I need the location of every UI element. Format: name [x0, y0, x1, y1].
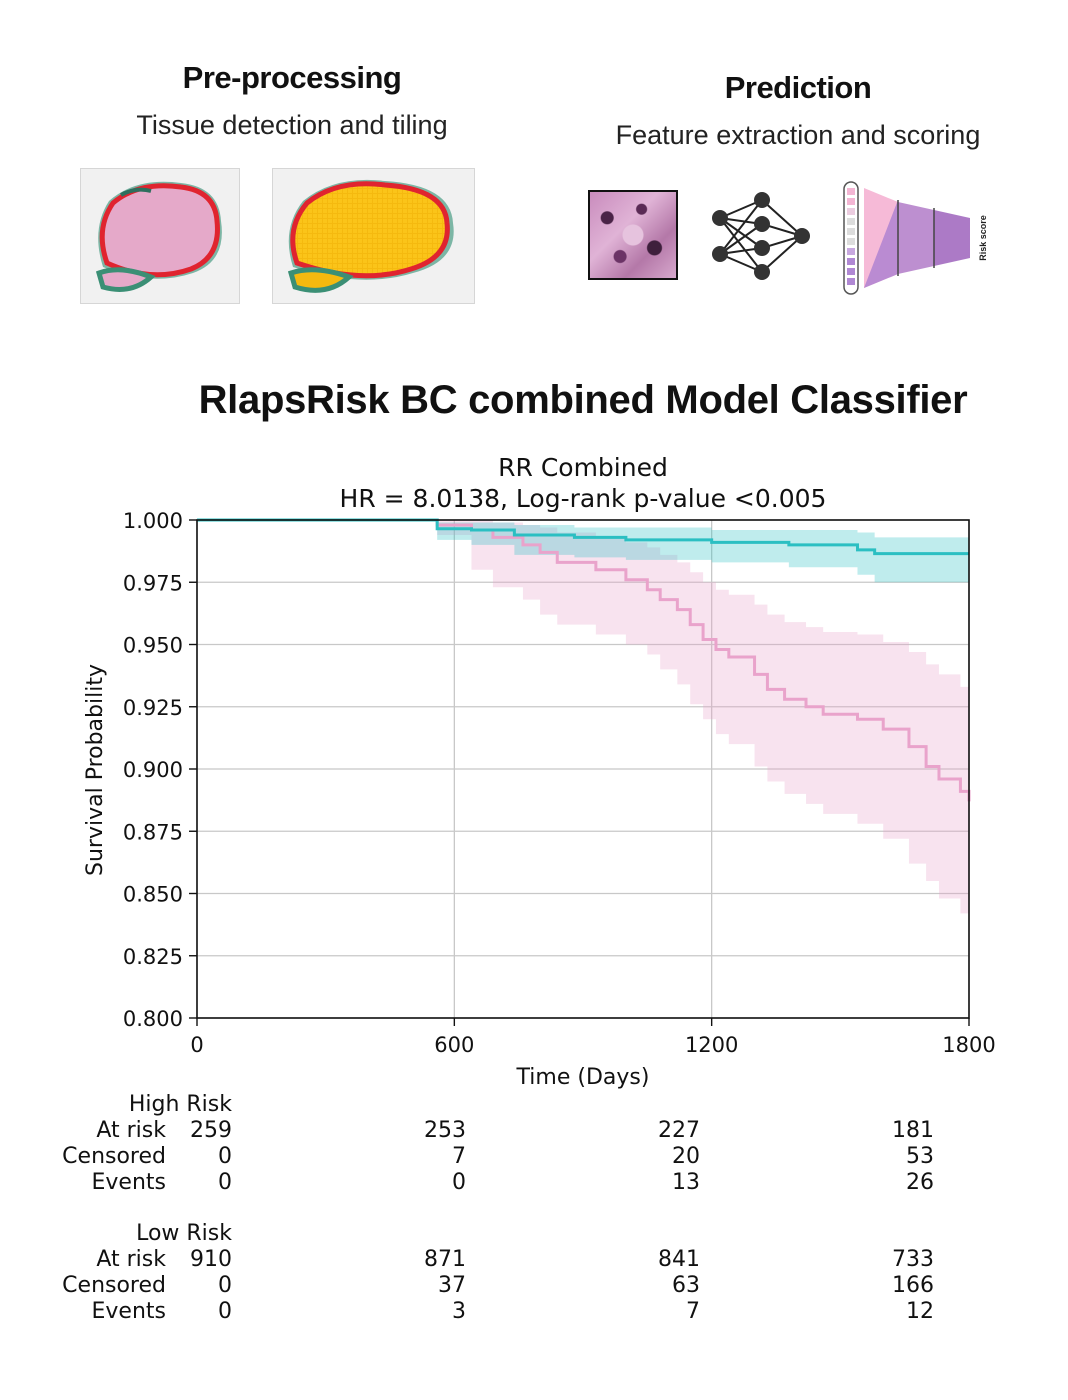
risk-cell: 53: [906, 1144, 934, 1169]
risk-cell: 7: [686, 1299, 700, 1324]
risk-cell: 841: [658, 1247, 700, 1272]
x-axis-label: Time (Days): [516, 1065, 650, 1090]
risk-row-label: Events: [91, 1299, 167, 1324]
risk-cell: 227: [658, 1118, 700, 1143]
high-risk-ci-band: [197, 520, 969, 924]
km-chart: RR Combined HR = 8.0138, Log-rank p-valu…: [83, 453, 996, 1090]
risk-cell: 63: [672, 1273, 700, 1298]
high-risk-survival-line: [197, 518, 971, 802]
risk-row-label: At risk: [96, 1118, 166, 1143]
x-tick-label: 1200: [685, 1033, 738, 1057]
risk-row-label: Censored: [62, 1273, 166, 1298]
risk-cell: 181: [892, 1118, 934, 1143]
risk-cell: 253: [424, 1118, 466, 1143]
risk-cell: 0: [218, 1144, 232, 1169]
risk-cell: 733: [892, 1247, 934, 1272]
y-axis-label: Survival Probability: [83, 664, 108, 876]
y-tick-label: 1.000: [123, 509, 183, 533]
preprocessing-title: Pre-processing: [182, 60, 402, 95]
histology-tile-image: [588, 190, 678, 280]
risk-cell: 871: [424, 1247, 466, 1272]
y-tick-label: 0.975: [123, 571, 183, 595]
risk-cell: 20: [672, 1144, 700, 1169]
risk-cell: 7: [452, 1144, 466, 1169]
tissue-tiling-image: [272, 168, 475, 304]
risk-row-label: At risk: [96, 1247, 166, 1272]
confidence-bands: [197, 520, 969, 924]
risk-cell: 26: [906, 1170, 934, 1195]
main-title: RlapsRisk BC combined Model Classifier: [198, 378, 968, 422]
y-tick-label: 0.825: [123, 945, 183, 969]
y-tick-label: 0.800: [123, 1007, 183, 1031]
prediction-title: Prediction: [724, 70, 872, 105]
y-tick-label: 0.950: [123, 634, 183, 658]
chart-subtitle: HR = 8.0138, Log-rank p-value <0.005: [340, 484, 827, 513]
risk-cell: 0: [218, 1299, 232, 1324]
risk-group-name: High Risk: [128, 1092, 232, 1117]
risk-cell: 3: [452, 1299, 466, 1324]
y-tick-label: 0.925: [123, 696, 183, 720]
y-tick-label: 0.900: [123, 758, 183, 782]
risk-cell: 166: [892, 1273, 934, 1298]
risk-cell: 13: [672, 1170, 700, 1195]
preprocessing-subtitle: Tissue detection and tiling: [136, 110, 448, 140]
x-tick-label: 600: [434, 1033, 474, 1057]
risk-cell: 37: [438, 1273, 466, 1298]
y-tick-label: 0.875: [123, 820, 183, 844]
low-risk-survival-line: [197, 518, 969, 556]
risk-cell: 0: [218, 1273, 232, 1298]
risk-score-label: Risk score: [978, 215, 988, 261]
prediction-subtitle: Feature extraction and scoring: [615, 120, 981, 150]
risk-table: High Risk At risk 259 253 227 181 Censored 0 7 20…: [0, 1092, 1068, 1332]
tissue-detection-image: [80, 168, 240, 304]
axis-ticks: 0.800 0.825 0.850 0.875 0.900 0.925 0.950 0.975…: [123, 509, 996, 1057]
chart-title: RR Combined: [498, 453, 668, 482]
risk-cell: 12: [906, 1299, 934, 1324]
risk-cell: 259: [190, 1118, 232, 1143]
low-risk-ci-band: [197, 520, 969, 583]
risk-row-label: Events: [91, 1170, 167, 1195]
risk-group-name: Low Risk: [136, 1221, 232, 1246]
y-tick-label: 0.850: [123, 883, 183, 907]
risk-cell: 910: [190, 1247, 232, 1272]
neural-network-icon: [712, 192, 810, 280]
scoring-funnel-icon: Risk score: [843, 181, 988, 295]
survival-lines: [197, 518, 971, 802]
risk-row-label: Censored: [62, 1144, 166, 1169]
x-tick-label: 1800: [942, 1033, 995, 1057]
risk-cell: 0: [452, 1170, 466, 1195]
risk-cell: 0: [218, 1170, 232, 1195]
x-tick-label: 0: [190, 1033, 203, 1057]
